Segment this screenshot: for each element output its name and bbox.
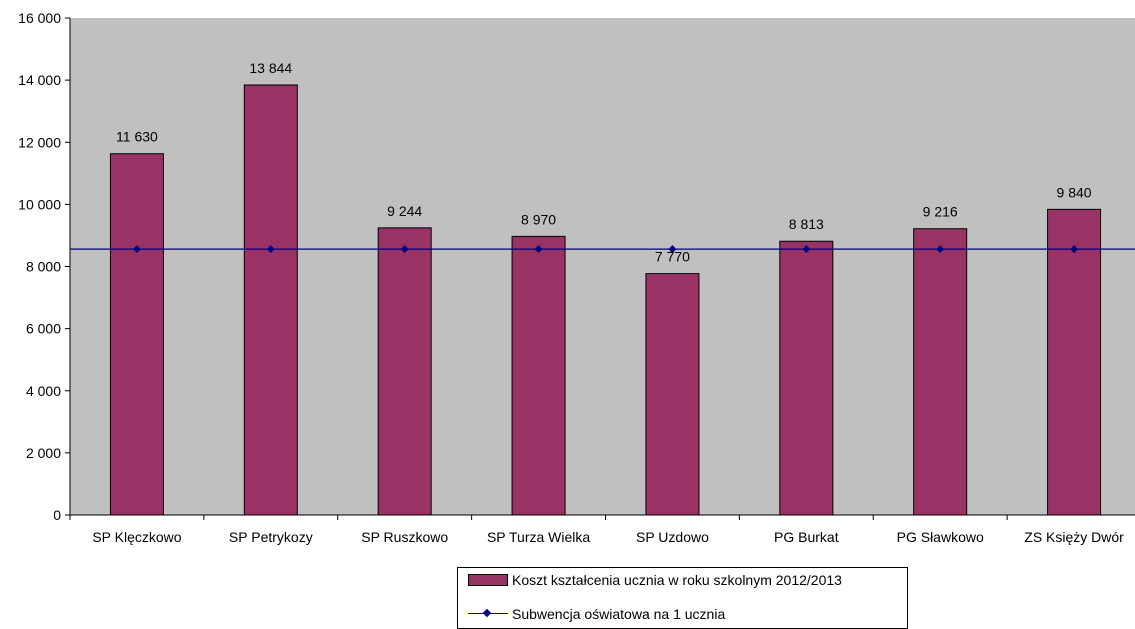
bar	[377, 227, 432, 516]
y-tick-label: 12 000	[18, 134, 61, 150]
y-tick-label: 14 000	[18, 72, 61, 88]
legend-line-label: Subwencja oświatowa na 1 ucznia	[512, 606, 726, 622]
legend-bar-label: Koszt kształcenia ucznia w roku szkolnym…	[512, 572, 842, 588]
y-tick-label: 16 000	[18, 10, 61, 26]
x-tick-label: SP Petrykozy	[229, 529, 313, 545]
bar	[1047, 208, 1102, 516]
data-label: 8 813	[789, 216, 824, 232]
legend-item-line: Subwencja oświatowa na 1 ucznia	[468, 605, 725, 623]
line-marker	[802, 245, 811, 254]
x-tick-label: PG Sławkowo	[897, 529, 984, 545]
line-marker	[668, 245, 677, 254]
x-tick-label: SP Uzdowo	[636, 529, 709, 545]
y-tick-label: 0	[53, 507, 61, 523]
data-label: 11 630	[116, 129, 158, 145]
legend-item-bar: Koszt kształcenia ucznia w roku szkolnym…	[468, 571, 842, 589]
x-tick-label: ZS Księży Dwór	[1024, 529, 1124, 545]
data-label: 9 216	[923, 204, 958, 220]
bar	[779, 240, 834, 516]
y-tick-label: 10 000	[18, 196, 61, 212]
bar	[109, 153, 164, 516]
bar	[243, 84, 298, 516]
data-label: 7 770	[655, 249, 690, 265]
bar	[913, 228, 968, 516]
bar	[511, 235, 566, 516]
y-tick-label: 4 000	[26, 383, 61, 399]
data-label: 8 970	[521, 211, 556, 227]
legend-bar-swatch	[468, 574, 508, 586]
line-marker	[132, 245, 141, 254]
legend-line-swatch	[468, 608, 508, 620]
x-tick-label: SP Ruszkowo	[361, 529, 448, 545]
y-tick-label: 2 000	[26, 445, 61, 461]
line-marker	[1070, 245, 1079, 254]
line-marker	[936, 245, 945, 254]
y-tick-label: 6 000	[26, 321, 61, 337]
line-marker	[400, 245, 409, 254]
x-tick-label: PG Burkat	[774, 529, 839, 545]
data-label: 9 840	[1057, 184, 1092, 200]
line-marker	[266, 245, 275, 254]
x-tick-label: SP Turza Wielka	[487, 529, 590, 545]
legend: Koszt kształcenia ucznia w roku szkolnym…	[457, 567, 908, 629]
line-marker	[534, 245, 543, 254]
y-tick-label: 8 000	[26, 259, 61, 275]
plot-area	[70, 18, 1135, 515]
data-label: 9 244	[387, 203, 422, 219]
x-tick-label: SP Klęczkowo	[92, 529, 181, 545]
data-label: 13 844	[249, 60, 292, 76]
bar	[645, 273, 700, 516]
